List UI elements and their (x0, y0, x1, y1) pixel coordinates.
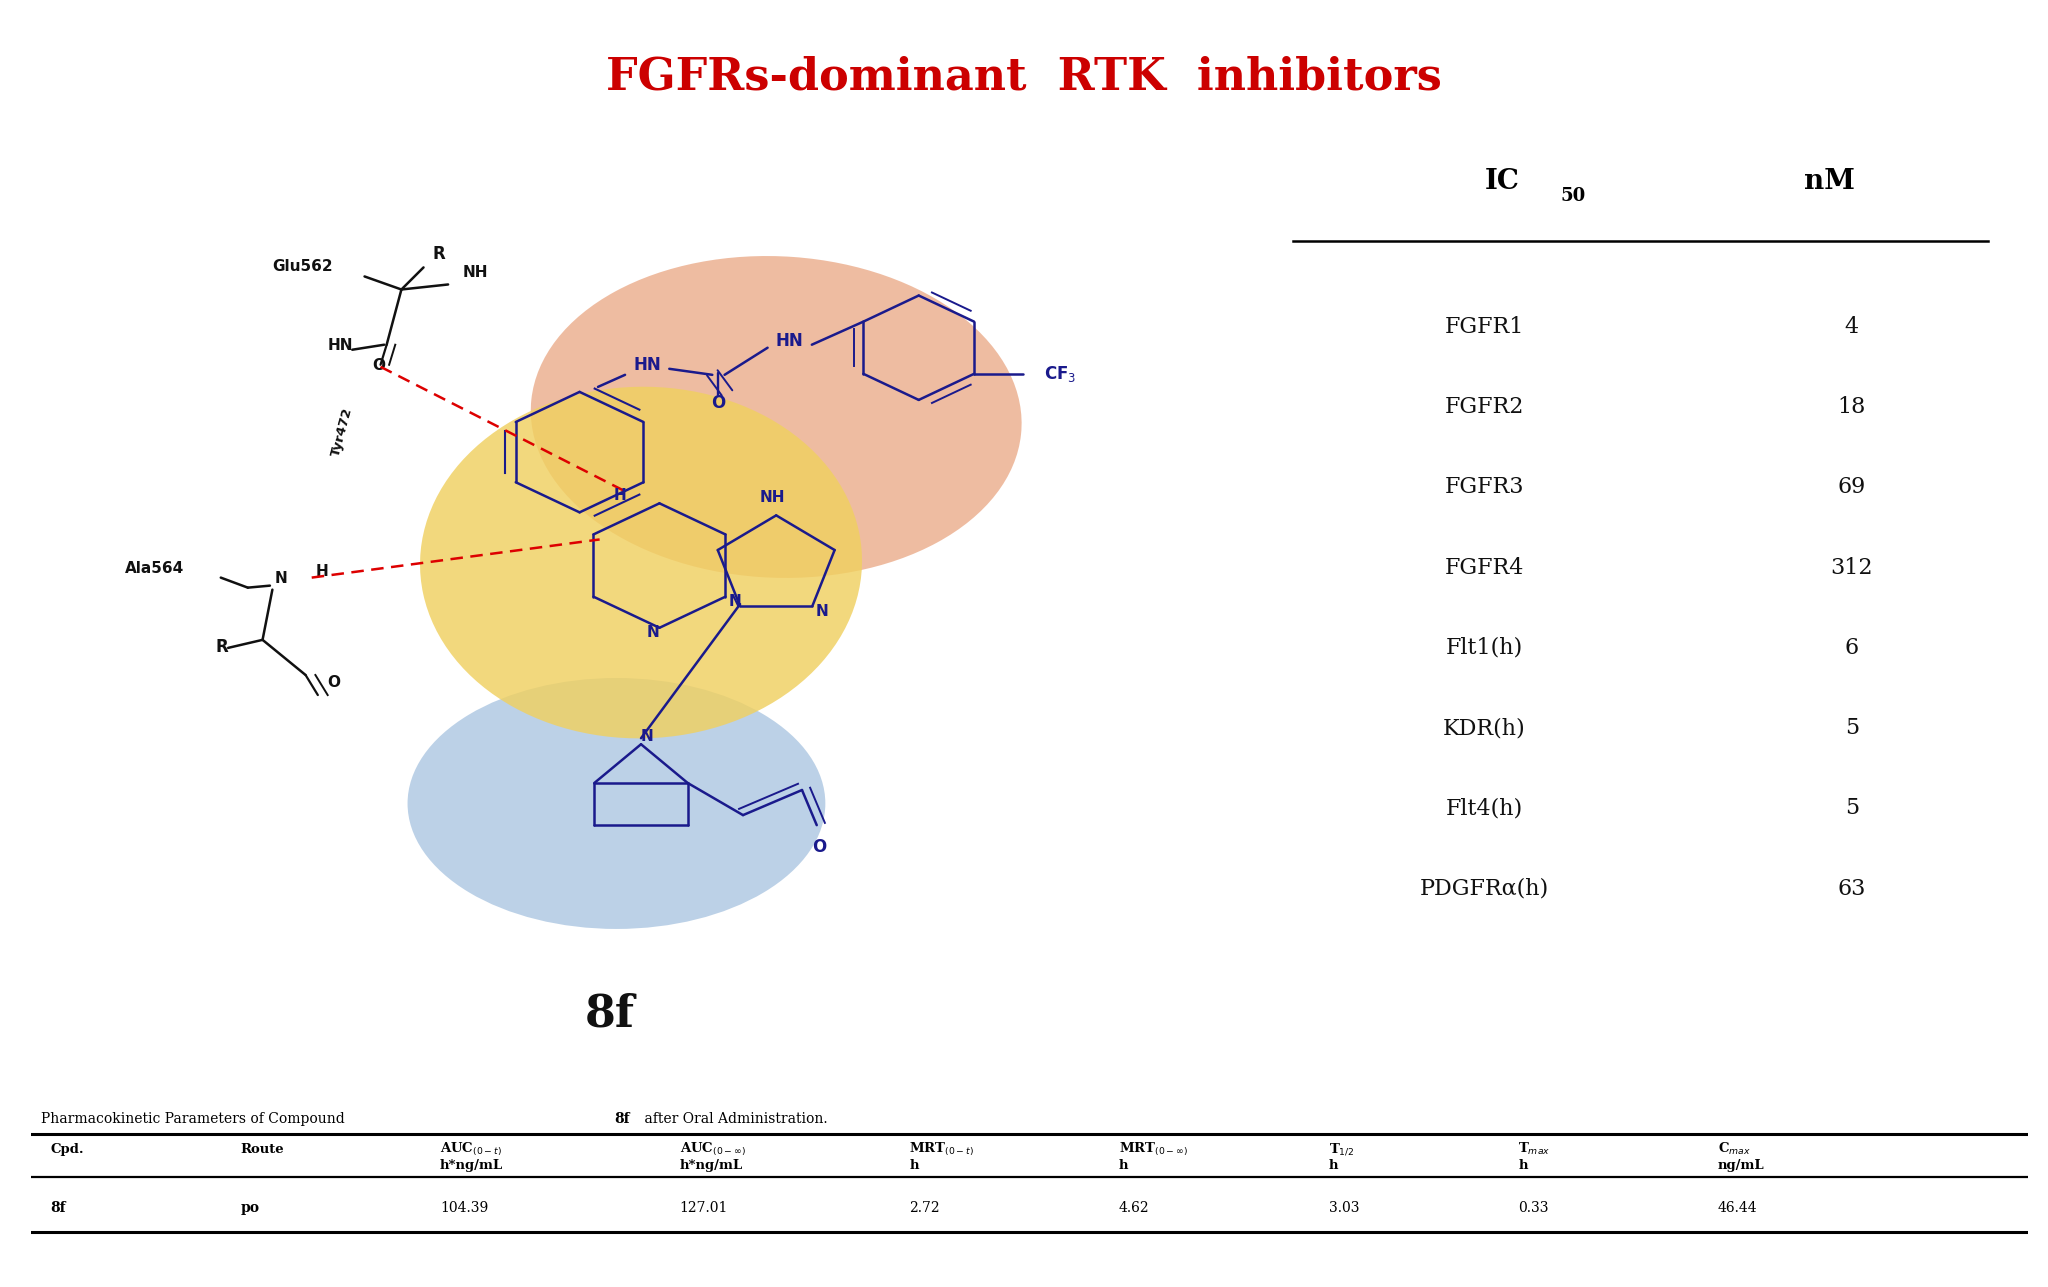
Text: h: h (909, 1158, 920, 1171)
Text: 63: 63 (1837, 878, 1866, 900)
Text: Route: Route (240, 1143, 285, 1156)
Text: Flt4(h): Flt4(h) (1446, 798, 1524, 820)
Text: Glu562: Glu562 (272, 260, 334, 274)
Text: T$_{1/2}$: T$_{1/2}$ (1329, 1142, 1354, 1157)
Text: PDGFRα(h): PDGFRα(h) (1419, 878, 1548, 900)
Text: ng/mL: ng/mL (1718, 1158, 1765, 1171)
Text: H: H (315, 564, 328, 579)
Text: h*ng/mL: h*ng/mL (680, 1158, 743, 1171)
Text: h: h (1329, 1158, 1337, 1171)
Text: FGFR1: FGFR1 (1444, 315, 1524, 337)
Ellipse shape (408, 678, 825, 929)
Text: CF$_3$: CF$_3$ (1044, 364, 1075, 384)
Text: FGFR4: FGFR4 (1444, 556, 1524, 579)
Text: N: N (641, 728, 653, 744)
Text: Ala564: Ala564 (125, 561, 184, 575)
Text: N: N (729, 595, 741, 609)
Text: MRT$_{(0-t)}$: MRT$_{(0-t)}$ (909, 1140, 975, 1158)
Text: HN: HN (633, 355, 662, 373)
Text: 50: 50 (1561, 187, 1585, 205)
Text: 3.03: 3.03 (1329, 1201, 1360, 1215)
Text: C$_{max}$: C$_{max}$ (1718, 1142, 1751, 1157)
Text: h: h (1118, 1158, 1128, 1171)
Text: HN: HN (776, 332, 803, 350)
Text: AUC$_{(0-∞)}$: AUC$_{(0-∞)}$ (680, 1140, 745, 1158)
Text: H: H (614, 488, 627, 503)
Text: R: R (215, 638, 229, 656)
Text: 104.39: 104.39 (440, 1201, 487, 1215)
Text: O: O (373, 358, 385, 373)
Text: Tyr472: Tyr472 (330, 407, 354, 458)
Text: IC: IC (1485, 167, 1520, 194)
Text: 18: 18 (1837, 396, 1866, 418)
Text: 8f: 8f (51, 1201, 66, 1215)
Text: 69: 69 (1837, 476, 1866, 498)
Text: HN: HN (328, 337, 352, 353)
Text: 46.44: 46.44 (1718, 1201, 1757, 1215)
Text: FGFRs-dominant  RTK  inhibitors: FGFRs-dominant RTK inhibitors (606, 55, 1442, 98)
Text: 0.33: 0.33 (1518, 1201, 1548, 1215)
Text: KDR(h): KDR(h) (1444, 717, 1526, 739)
Text: Cpd.: Cpd. (51, 1143, 84, 1156)
Text: NH: NH (463, 265, 487, 281)
Text: 5: 5 (1845, 717, 1860, 739)
Text: N: N (815, 604, 829, 619)
Text: T$_{max}$: T$_{max}$ (1518, 1142, 1550, 1157)
Text: 312: 312 (1831, 556, 1874, 579)
Text: 127.01: 127.01 (680, 1201, 727, 1215)
Text: h*ng/mL: h*ng/mL (440, 1158, 504, 1171)
Ellipse shape (530, 256, 1022, 578)
Text: after Oral Administration.: after Oral Administration. (639, 1112, 827, 1126)
Text: 8f: 8f (586, 992, 635, 1036)
Text: 8f: 8f (614, 1112, 629, 1126)
Text: Pharmacokinetic Parameters of Compound: Pharmacokinetic Parameters of Compound (41, 1112, 348, 1126)
Text: N: N (274, 570, 287, 586)
Text: AUC$_{(0-t)}$: AUC$_{(0-t)}$ (440, 1140, 502, 1158)
Text: O: O (813, 838, 825, 856)
Text: NH: NH (760, 490, 784, 505)
Text: R: R (432, 246, 444, 264)
Text: Flt1(h): Flt1(h) (1446, 637, 1524, 659)
Text: 6: 6 (1845, 637, 1860, 659)
Ellipse shape (420, 386, 862, 739)
Text: 4: 4 (1845, 315, 1860, 337)
Text: 4.62: 4.62 (1118, 1201, 1149, 1215)
Text: nM: nM (1804, 167, 1855, 194)
Text: MRT$_{(0-∞)}$: MRT$_{(0-∞)}$ (1118, 1140, 1188, 1158)
Text: N: N (647, 625, 659, 641)
Text: FGFR3: FGFR3 (1444, 476, 1524, 498)
Text: po: po (240, 1201, 260, 1215)
Text: O: O (328, 674, 340, 690)
Text: O: O (711, 394, 725, 412)
Text: FGFR2: FGFR2 (1444, 396, 1524, 418)
Text: 5: 5 (1845, 798, 1860, 820)
Text: h: h (1518, 1158, 1528, 1171)
Text: 2.72: 2.72 (909, 1201, 940, 1215)
